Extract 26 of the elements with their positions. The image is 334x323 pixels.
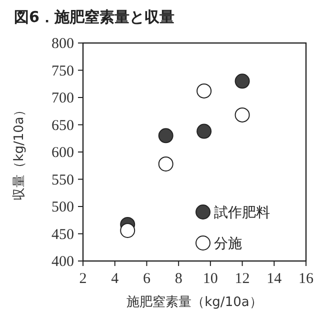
y-tick-label: 500 [52, 200, 74, 216]
y-tick-label: 750 [52, 63, 74, 80]
x-tick-label: 10 [202, 271, 218, 287]
x-tick-label: 12 [234, 271, 250, 287]
y-tick-label: 450 [52, 226, 74, 243]
x-tick-label: 16 [298, 271, 314, 287]
y-tick-label: 800 [52, 36, 74, 52]
y-tick-label: 650 [52, 118, 74, 134]
y-axis-title: 収量（kg/10a） [12, 104, 27, 200]
point [234, 74, 250, 89]
x-tick-label: 6 [142, 271, 151, 287]
x-axis-title: 施肥窒素量（kg/10a） [126, 294, 262, 310]
x-tick-label: 4 [111, 271, 120, 287]
x-tick-label: 14 [266, 271, 282, 287]
legend-label: 分施 [214, 236, 242, 252]
y-tick-label: 550 [52, 172, 74, 188]
x-tick-label: 2 [79, 271, 87, 287]
point [196, 124, 212, 139]
y-tick-label: 600 [52, 145, 74, 161]
x-tick-label: 8 [174, 271, 182, 287]
chart-title: 図6．施肥窒素量と収量 [14, 8, 174, 26]
legend-label: 試作肥料 [214, 205, 270, 221]
y-tick-label: 400 [52, 254, 74, 270]
point [120, 222, 136, 238]
point [158, 128, 174, 144]
y-tick-label: 700 [52, 90, 74, 106]
